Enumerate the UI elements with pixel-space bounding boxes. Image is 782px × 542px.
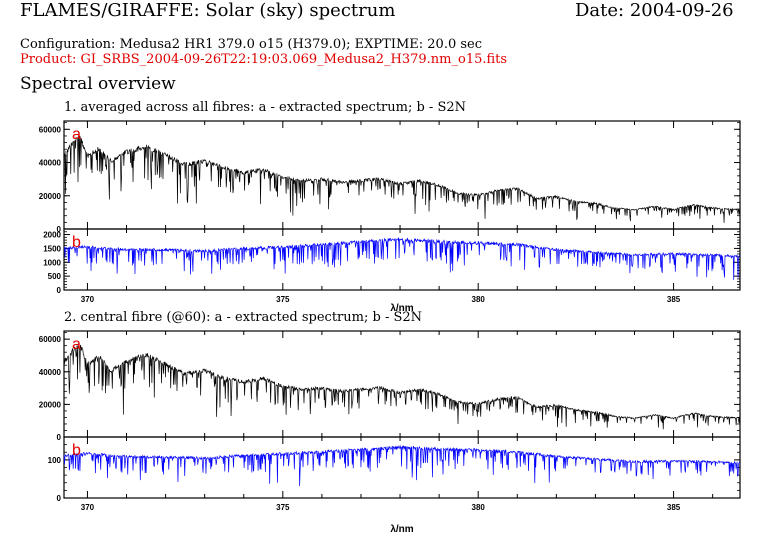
chart-2-panel-a-frame: [63, 330, 741, 438]
y-tick-label: 60000: [39, 125, 62, 134]
x-tick-label: 380: [472, 503, 486, 512]
y-tick-label: 2000: [43, 231, 61, 240]
y-tick-label: 100: [48, 456, 62, 465]
x-axis-label: λ/nm: [390, 303, 413, 314]
chart-2-panel-a-series-line: [63, 344, 741, 430]
y-tick-label: 40000: [39, 368, 62, 377]
panel-label-a: a: [72, 336, 81, 353]
chart-2-title: 2. central fibre (@60): a - extracted sp…: [64, 310, 423, 325]
x-tick-label: 385: [667, 295, 681, 304]
observation-date: Date: 2004-09-26: [575, 0, 734, 21]
y-tick-label: 0: [57, 433, 62, 442]
y-tick-label: 20000: [39, 192, 62, 201]
x-tick-label: 380: [472, 295, 486, 304]
chart-1-panel-a-series-line: [63, 135, 741, 223]
configuration-line: Configuration: Medusa2 HR1 379.0 o15 (H3…: [20, 37, 483, 52]
page-title: FLAMES/GIRAFFE: Solar (sky) spectrum: [20, 0, 396, 21]
chart-1-title: 1. averaged across all fibres: a - extra…: [64, 100, 467, 115]
panel-label-b: b: [72, 234, 81, 251]
y-tick-label: 500: [48, 272, 62, 281]
y-tick-label: 1000: [43, 258, 61, 267]
y-tick-label: 0: [57, 494, 62, 503]
panel-label-b: b: [72, 442, 81, 459]
y-tick-label: 0: [57, 225, 62, 234]
chart-2-panel-b-frame: [63, 436, 741, 499]
chart-1-panel-b-series-line: [63, 237, 741, 280]
x-axis-label: λ/nm: [390, 524, 413, 535]
panel-label-a: a: [72, 126, 81, 143]
x-tick-label: 370: [81, 295, 95, 304]
section-heading: Spectral overview: [20, 74, 176, 94]
y-tick-label: 0: [57, 286, 62, 295]
y-tick-label: 20000: [39, 400, 62, 409]
x-tick-label: 375: [276, 295, 290, 304]
x-tick-label: 370: [81, 503, 95, 512]
product-filename: Product: GI_SRBS_2004-09-26T22:19:03.069…: [20, 52, 508, 67]
x-tick-label: 385: [667, 503, 681, 512]
y-tick-label: 1500: [43, 244, 61, 253]
y-tick-label: 40000: [39, 159, 62, 168]
chart-1-panel-a-frame: [63, 120, 741, 230]
y-tick-label: 60000: [39, 335, 62, 344]
chart-2-panel-b-series-line: [63, 444, 741, 487]
x-tick-label: 375: [276, 503, 290, 512]
